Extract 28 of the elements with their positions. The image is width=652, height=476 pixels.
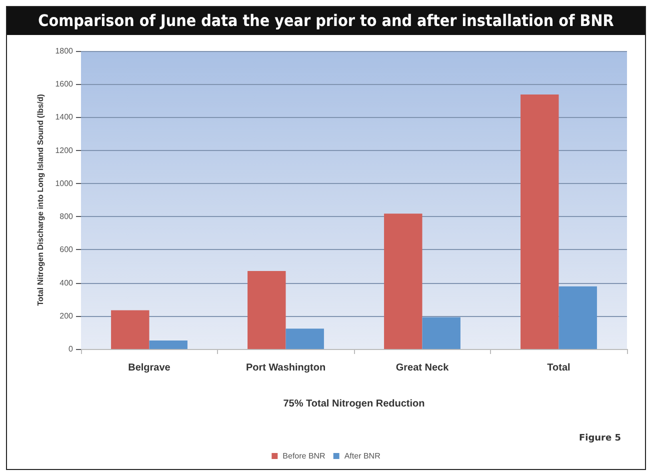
bar [149, 340, 188, 349]
x-tick-label: Total [547, 362, 571, 374]
y-tick-label: 1800 [55, 46, 74, 56]
y-tick-label: 0 [68, 344, 74, 354]
bar [520, 94, 559, 349]
caption: Figure 5 [578, 434, 622, 444]
y-tick-label: 200 [60, 311, 74, 320]
legend-label: Before BNR [282, 452, 326, 460]
y-tick-label: 1400 [55, 112, 74, 122]
bar [422, 317, 460, 349]
bar [384, 214, 422, 349]
legend-label: After BNR [344, 452, 381, 460]
bar [111, 310, 150, 349]
bar [286, 328, 324, 349]
y-tick-label: 800 [60, 212, 74, 222]
y-tick-label: 600 [60, 245, 74, 254]
y-tick-label: 1200 [55, 146, 74, 155]
bar [558, 286, 597, 349]
chart-title: Comparison of June data the year prior to and after installation of BNR [7, 7, 645, 35]
x-axis-title: 75% Total Nitrogen Reduction [283, 398, 425, 410]
y-axis-title: Total Nitrogen Discharge into Long Island Sound (lbs/d) [36, 94, 45, 306]
x-tick-label: Belgrave [128, 362, 171, 374]
x-tick-label: Great Neck [396, 362, 450, 374]
bar [248, 271, 286, 349]
x-tick-label: Port Washington [246, 362, 326, 374]
y-tick-label: 400 [60, 278, 74, 288]
y-tick-label: 1000 [55, 178, 74, 188]
y-tick-label: 1600 [55, 80, 74, 89]
